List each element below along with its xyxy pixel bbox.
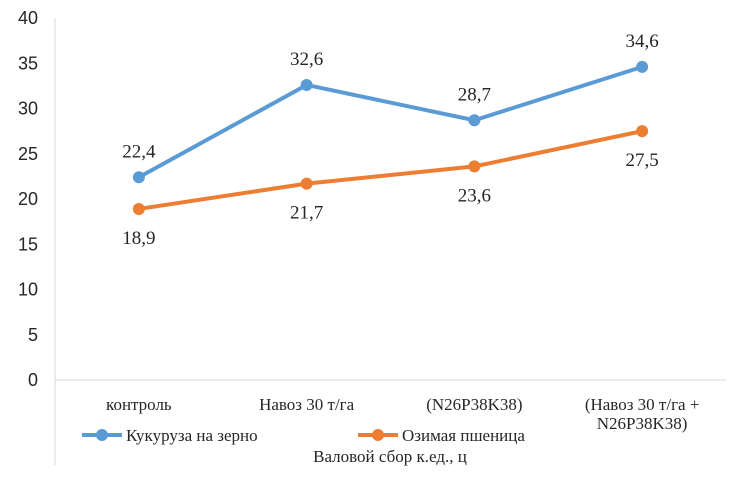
data-point xyxy=(300,177,313,190)
x-tick-label: N26P38K38) xyxy=(597,414,688,433)
series-line-2 xyxy=(136,129,645,211)
y-tick-label: 10 xyxy=(18,280,38,300)
y-tick-label: 35 xyxy=(18,53,38,73)
x-tick-label: (N26P38K38) xyxy=(426,395,522,414)
y-axis: 0 5 10 15 20 25 30 35 40 xyxy=(18,8,38,390)
data-label: 23,6 xyxy=(458,185,491,206)
data-label: 21,7 xyxy=(290,203,323,224)
y-tick-label: 5 xyxy=(28,325,38,345)
x-axis-caption: Валовой сбор к.ед., ц xyxy=(313,447,467,466)
legend-marker xyxy=(372,429,384,441)
data-point xyxy=(636,125,649,138)
data-point xyxy=(468,160,481,173)
data-point xyxy=(468,114,481,127)
data-label: 18,9 xyxy=(122,228,155,249)
x-axis-tick-labels: контроль Навоз 30 т/га (N26P38K38) (Навоз 3… xyxy=(106,395,699,433)
x-tick-label: (Навоз 30 т/га + xyxy=(585,395,700,414)
data-label: 22,4 xyxy=(122,141,156,162)
data-label: 34,6 xyxy=(626,31,659,52)
data-point xyxy=(132,202,145,215)
legend-marker xyxy=(96,429,108,441)
legend-label: Кукуруза на зерно xyxy=(126,426,258,445)
data-label: 28,7 xyxy=(458,84,491,105)
y-tick-label: 20 xyxy=(18,189,38,209)
data-point xyxy=(300,78,313,91)
y-tick-label: 0 xyxy=(28,370,38,390)
data-label: 27,5 xyxy=(626,150,659,171)
data-point xyxy=(636,60,649,73)
legend: Кукуруза на зерно Озимая пшеница xyxy=(82,426,525,445)
y-tick-label: 40 xyxy=(18,8,38,28)
data-point xyxy=(132,171,145,184)
series-layer: 22,4 32,6 28,7 34,6 18,9 21,7 23,6 27,5 xyxy=(122,31,659,249)
data-label: 32,6 xyxy=(290,49,323,70)
x-tick-label: контроль xyxy=(106,395,172,414)
series-line-1 xyxy=(136,64,645,180)
y-tick-label: 25 xyxy=(18,144,38,164)
y-tick-label: 15 xyxy=(18,234,38,254)
legend-label: Озимая пшеница xyxy=(402,426,525,445)
x-tick-label: Навоз 30 т/га xyxy=(259,395,355,414)
y-tick-label: 30 xyxy=(18,99,38,119)
